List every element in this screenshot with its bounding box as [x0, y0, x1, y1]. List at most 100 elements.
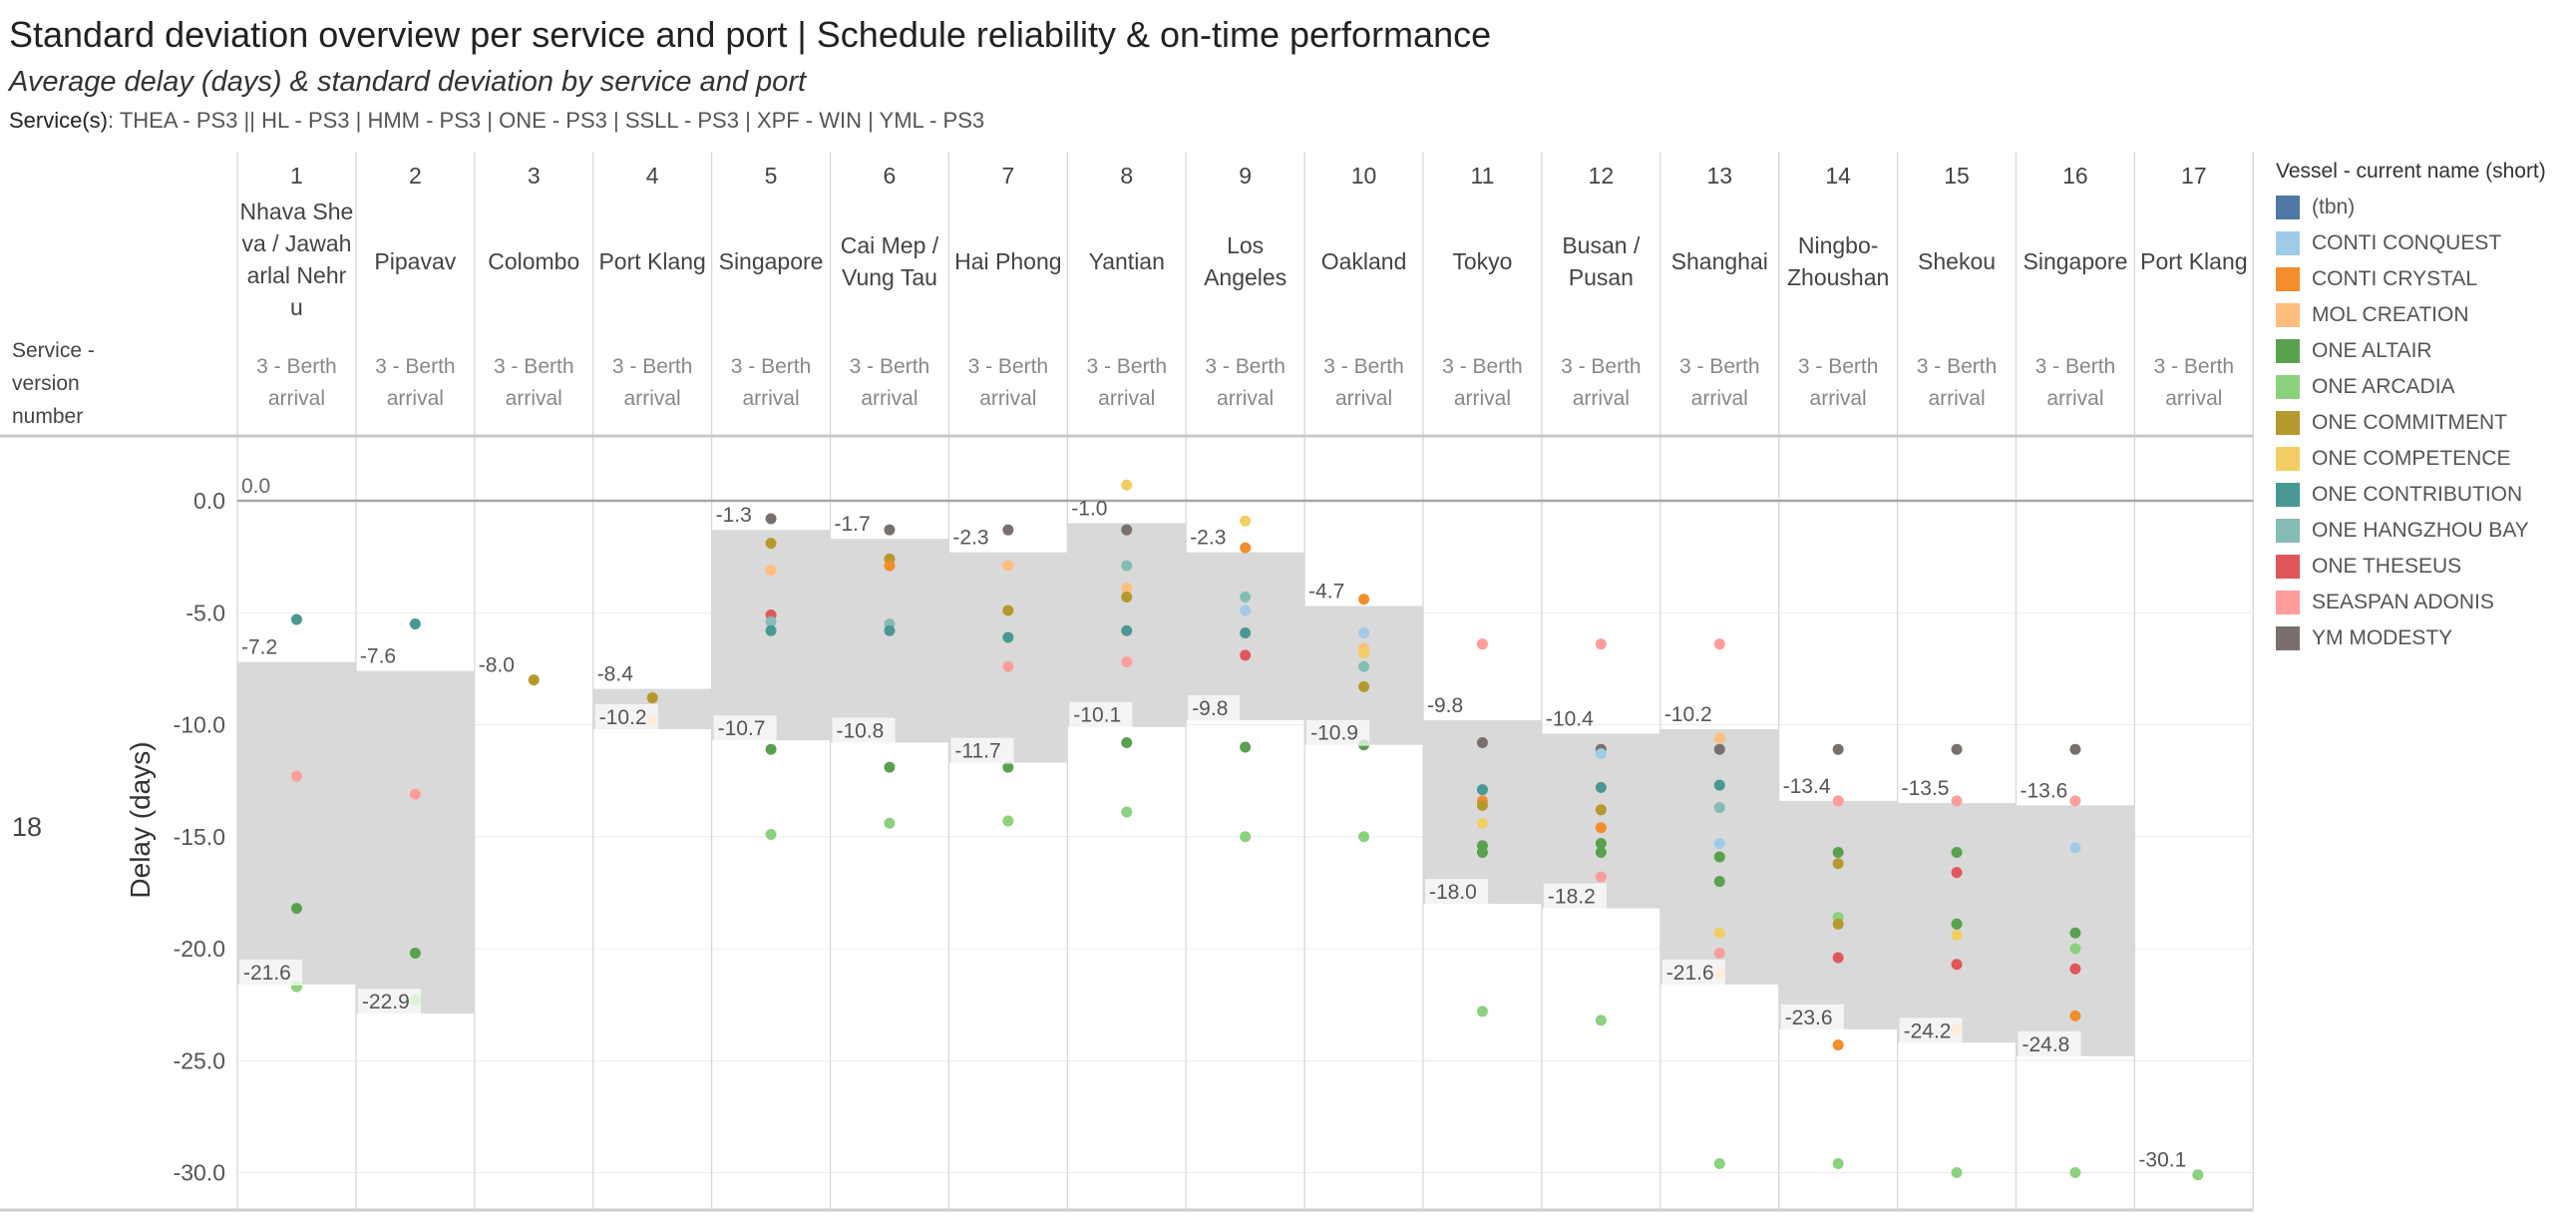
event-type-label: 3 - Berth: [1679, 355, 1760, 378]
data-point: [1476, 736, 1488, 748]
port-number: 17: [2181, 163, 2207, 189]
data-point: [1713, 638, 1725, 650]
legend-label: SEASPAN ADONIS: [2312, 591, 2494, 613]
label-background: [950, 737, 1014, 764]
data-point: [1002, 631, 1014, 643]
label-background: [1780, 1004, 1844, 1030]
data-point: [1832, 952, 1844, 964]
data-point: [1832, 1039, 1844, 1051]
data-point: [1713, 851, 1725, 863]
services-filter: Service(s): THEA - PS3 || HL - PS3 | HMM…: [9, 108, 984, 134]
event-type-label: arrival: [1217, 387, 1274, 410]
legend-swatch: [2276, 375, 2300, 399]
event-type-label: 3 - Berth: [1205, 355, 1286, 378]
data-point: [1832, 1158, 1844, 1170]
legend-item[interactable]: MOL CREATION: [2276, 297, 2575, 333]
y-tick-label: -30.0: [174, 1160, 225, 1186]
port-number: 9: [1239, 163, 1252, 189]
data-label: -7.6: [360, 645, 396, 668]
legend-item[interactable]: YM MODESTY: [2276, 620, 2575, 656]
label-background: [2018, 1030, 2081, 1057]
port-name: Los: [1227, 232, 1264, 258]
legend-label: MOL CREATION: [2312, 303, 2469, 326]
data-point: [1476, 846, 1488, 858]
legend-item[interactable]: ONE ARCADIA: [2276, 369, 2575, 405]
label-background: [594, 703, 658, 730]
page-title: Standard deviation overview per service …: [9, 14, 1492, 55]
data-point: [1240, 542, 1252, 554]
data-label: -8.0: [479, 654, 515, 677]
port-number: 15: [1944, 163, 1970, 189]
data-point: [1713, 743, 1725, 755]
event-type-label: 3 - Berth: [1917, 355, 1998, 378]
std-dev-band: [948, 552, 1068, 763]
data-point: [2069, 943, 2081, 955]
event-type-label: arrival: [268, 387, 325, 410]
data-point: [1951, 867, 1963, 879]
data-point: [1713, 1158, 1725, 1170]
legend-item[interactable]: ONE THESEUS: [2276, 549, 2575, 585]
data-point: [1595, 871, 1607, 883]
legend-item[interactable]: ONE CONTRIBUTION: [2276, 477, 2575, 513]
data-label: -2.3: [1190, 527, 1226, 550]
data-point: [1240, 741, 1252, 753]
data-point: [1832, 846, 1844, 858]
label-background: [1306, 719, 1370, 746]
data-point: [1951, 795, 1963, 807]
data-point: [1951, 918, 1963, 930]
data-label: -30.1: [2138, 1149, 2186, 1172]
data-point: [290, 903, 302, 915]
row-header-label: Service -: [12, 339, 95, 362]
data-point: [646, 692, 658, 704]
data-label: -18.2: [1548, 886, 1596, 909]
data-label: -10.2: [599, 706, 647, 729]
data-point: [765, 513, 777, 525]
data-point: [2192, 1169, 2204, 1181]
legend-swatch: [2276, 267, 2300, 291]
std-dev-band: [1067, 523, 1187, 727]
label-background: [1069, 701, 1133, 728]
port-name: arlal Nehr: [247, 262, 347, 288]
data-label: -11.7: [954, 740, 1000, 763]
data-point: [1595, 822, 1607, 834]
port-name: Nhava She: [240, 199, 354, 224]
port-number: 10: [1351, 163, 1377, 189]
port-number: 1: [290, 163, 303, 189]
label-background: [357, 989, 421, 1015]
data-point: [1358, 660, 1370, 672]
page-subtitle: Average delay (days) & standard deviatio…: [9, 66, 807, 98]
data-label: -23.6: [1785, 1007, 1833, 1029]
data-point: [409, 617, 421, 629]
event-type-label: arrival: [1810, 387, 1867, 410]
data-point: [1951, 959, 1963, 971]
legend-item[interactable]: ONE ALTAIR: [2276, 333, 2575, 369]
data-point: [1240, 592, 1252, 604]
port-number: 2: [409, 163, 422, 189]
data-point: [1595, 748, 1607, 760]
legend-item[interactable]: CONTI CRYSTAL: [2276, 261, 2575, 297]
data-label: -10.4: [1546, 707, 1594, 730]
event-type-label: arrival: [2165, 387, 2222, 410]
port-name: Zhoushan: [1787, 264, 1889, 290]
event-type-label: arrival: [742, 387, 799, 410]
legend-item[interactable]: (tbn): [2276, 190, 2575, 225]
data-point: [1713, 947, 1725, 959]
port-number: 16: [2062, 163, 2088, 189]
data-point: [1002, 605, 1014, 616]
data-point: [1595, 837, 1607, 849]
legend-item[interactable]: CONTI CONQUEST: [2276, 225, 2575, 261]
legend-label: ONE ALTAIR: [2312, 339, 2432, 362]
data-point: [765, 565, 777, 577]
legend-item[interactable]: ONE COMMITMENT: [2276, 405, 2575, 441]
data-point: [290, 770, 302, 782]
legend-item[interactable]: SEASPAN ADONIS: [2276, 585, 2575, 620]
data-point: [1832, 795, 1844, 807]
y-tick-label: -10.0: [174, 712, 225, 738]
label-background: [239, 959, 302, 986]
legend-item[interactable]: ONE COMPETENCE: [2276, 441, 2575, 477]
std-dev-band: [1423, 720, 1542, 905]
data-label: -24.8: [2023, 1033, 2070, 1056]
y-tick-label: -5.0: [185, 600, 225, 625]
legend-item[interactable]: ONE HANGZHOU BAY: [2276, 513, 2575, 549]
data-point: [1595, 781, 1607, 793]
